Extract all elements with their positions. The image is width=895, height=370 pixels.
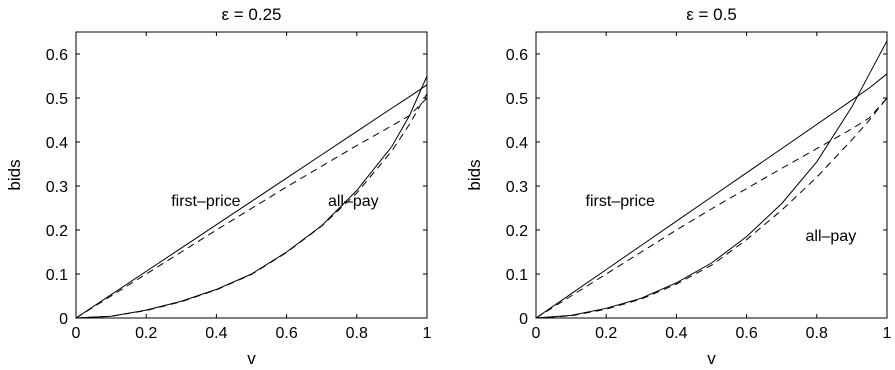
series-line-1-dashed	[75, 97, 428, 319]
series-line-1-dashed	[535, 97, 888, 319]
series-line-3-dashed	[75, 93, 428, 319]
y-tick-label: 0.2	[46, 223, 68, 240]
y-tick-label: 0.3	[46, 179, 68, 196]
y-tick-label: 0.5	[506, 91, 528, 108]
y-tick-label: 0.1	[506, 267, 528, 284]
y-tick-label: 0	[519, 311, 528, 328]
x-tick-label: 1	[883, 325, 892, 342]
y-tick-label: 0.3	[506, 179, 528, 196]
chart-panel-eps-05: ε = 0.5 0 0.2 0.4 0.6 0.8 1 0 0.1 0.2 0.3 0.4 0.5 0.6…	[465, 5, 892, 368]
x-tick-label: 0	[72, 325, 81, 342]
x-tick-label: 0.2	[595, 325, 617, 342]
series-line-0-solid	[535, 73, 888, 319]
x-tick-label: 0.8	[346, 325, 368, 342]
y-tick-label: 0.1	[46, 267, 68, 284]
series-line-3-dashed	[535, 97, 888, 319]
series-line-2-solid	[535, 40, 888, 319]
chart-title: ε = 0.25	[221, 5, 281, 24]
x-tick-label: 1	[423, 325, 432, 342]
x-tick-label: 0.4	[665, 325, 687, 342]
y-tick-label: 0.5	[46, 91, 68, 108]
curve-annotation: all–pay	[328, 193, 379, 210]
y-tick-label: 0	[59, 311, 68, 328]
chart-panel-eps-025: ε = 0.25 0 0.2 0.4 0.6 0.8 1 0 0.1 0.2 0.3 0.4 0.5 0.…	[5, 5, 432, 368]
series-line-0-solid	[75, 84, 428, 319]
x-axis-label: v	[247, 349, 256, 368]
curve-annotation: first–price	[586, 193, 655, 210]
x-tick-label: 0.4	[205, 325, 227, 342]
y-axis-label: bids	[465, 159, 484, 190]
chart-title: ε = 0.5	[686, 5, 737, 24]
plot-frame	[535, 31, 888, 319]
x-tick-label: 0.6	[275, 325, 297, 342]
curve-annotation: first–price	[171, 193, 240, 210]
curve-annotation: all–pay	[805, 228, 856, 245]
y-tick-label: 0.4	[46, 135, 68, 152]
x-axis-label: v	[707, 349, 716, 368]
y-tick-label: 0.2	[506, 223, 528, 240]
y-axis-label: bids	[5, 159, 24, 190]
x-tick-label: 0	[532, 325, 541, 342]
x-tick-label: 0.8	[806, 325, 828, 342]
y-tick-label: 0.4	[506, 135, 528, 152]
x-tick-label: 0.2	[135, 325, 157, 342]
plot-frame	[75, 31, 428, 319]
y-tick-label: 0.6	[46, 47, 68, 64]
y-tick-label: 0.6	[506, 47, 528, 64]
x-tick-label: 0.6	[735, 325, 757, 342]
